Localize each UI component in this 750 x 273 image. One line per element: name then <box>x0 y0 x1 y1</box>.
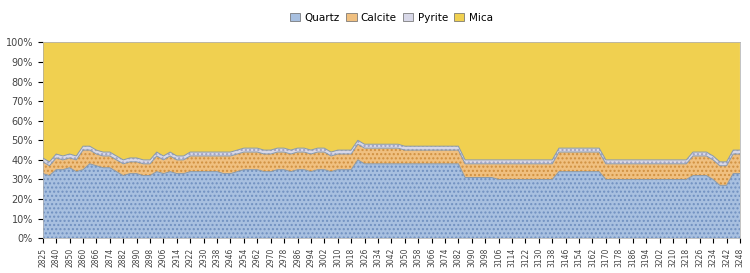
Legend: Quartz, Calcite, Pyrite, Mica: Quartz, Calcite, Pyrite, Mica <box>286 8 496 27</box>
